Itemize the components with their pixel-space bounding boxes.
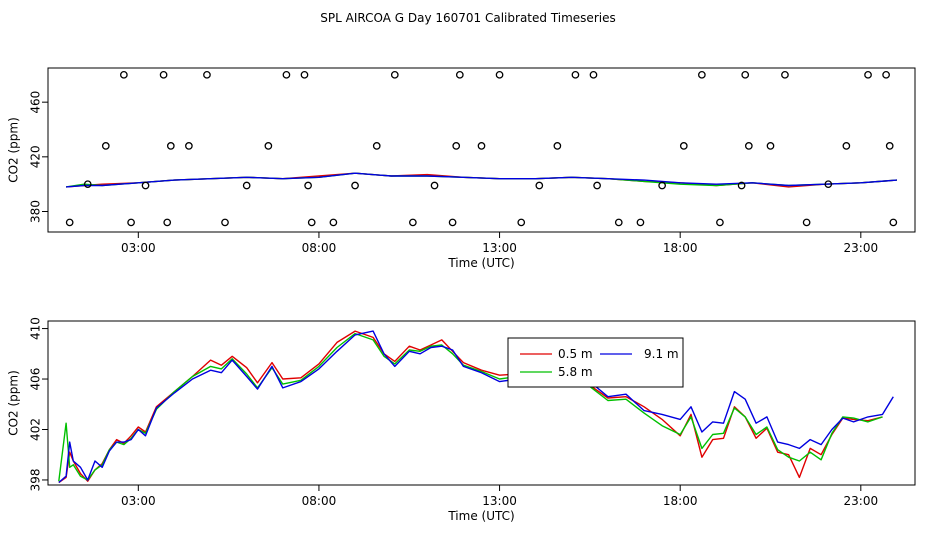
marker-point: [83, 180, 92, 189]
marker-point: [741, 70, 750, 79]
marker-point: [716, 218, 724, 227]
marker-point: [452, 142, 461, 150]
x-tick-label: 13:00: [482, 241, 517, 255]
marker-point: [517, 218, 526, 227]
legend-label-9-1m: 9.1 m: [644, 347, 679, 361]
legend-box: [507, 337, 684, 388]
top-panel: 03:00 08:00 13:00 18:00 23:00 Time (UTC) 380 42…: [7, 67, 916, 270]
marker-point: [372, 142, 381, 150]
marker-point: [571, 70, 580, 79]
marker-point: [614, 218, 623, 227]
y-tick-label: 402: [29, 418, 43, 441]
marker-point: [824, 180, 833, 189]
y-tick-label: 420: [29, 145, 43, 168]
y-tick-label: 398: [29, 469, 43, 492]
y-tick-label: 406: [29, 368, 43, 391]
marker-point: [101, 142, 110, 150]
marker-point: [127, 218, 135, 227]
marker-point: [141, 181, 150, 190]
marker-point: [304, 181, 312, 190]
marker-point: [448, 218, 457, 227]
marker-point: [203, 70, 211, 79]
marker-point: [477, 142, 486, 150]
x-tick-label: 23:00: [844, 241, 879, 255]
marker-point: [159, 70, 168, 79]
plot-frame: [47, 67, 916, 233]
bottom-panel: 03:00 08:00 13:00 18:00 23:00 Time (UTC) 398 40…: [7, 317, 916, 523]
series-line-0-5-m: [58, 330, 883, 484]
plot-frame: [47, 320, 916, 486]
marker-point: [864, 70, 872, 79]
x-tick-label: 18:00: [663, 241, 698, 255]
marker-point: [553, 142, 562, 150]
x-tick-label: 08:00: [302, 241, 337, 255]
legend: 0.5 m 5.8 m 9.1 m: [507, 337, 684, 388]
x-tick-label: 08:00: [302, 494, 337, 508]
y-axis-label: CO2 (ppm): [7, 117, 21, 183]
marker-point: [766, 142, 775, 150]
chart-title: SPL AIRCOA G Day 160701 Calibrated Times…: [320, 11, 615, 25]
marker-point: [535, 181, 544, 190]
marker-point: [737, 181, 746, 190]
marker-point: [430, 181, 439, 190]
legend-label-0-5m: 0.5 m: [558, 347, 593, 361]
series-line-2: [66, 172, 897, 188]
marker-point: [882, 70, 890, 79]
marker-point: [455, 70, 464, 79]
marker-point: [885, 142, 894, 150]
marker-point: [495, 70, 504, 79]
x-axis-label: Time (UTC): [447, 509, 514, 523]
x-tick-label: 18:00: [663, 494, 698, 508]
x-tick-label: 03:00: [121, 494, 156, 508]
marker-point: [185, 142, 193, 150]
x-axis-label: Time (UTC): [447, 256, 514, 270]
marker-point: [120, 70, 128, 79]
marker-point: [166, 142, 175, 150]
marker-point: [65, 218, 74, 227]
marker-point: [744, 142, 753, 150]
y-tick-label: 410: [29, 317, 43, 340]
marker-point: [282, 70, 291, 79]
y-tick-label: 460: [29, 91, 43, 114]
legend-label-5-8m: 5.8 m: [558, 365, 593, 379]
marker-point: [242, 181, 251, 190]
marker-point: [842, 142, 851, 150]
marker-point: [264, 142, 273, 150]
marker-point: [329, 218, 338, 227]
marker-point: [163, 218, 172, 227]
marker-point: [300, 70, 309, 79]
marker-point: [221, 218, 229, 227]
x-tick-label: 13:00: [482, 494, 517, 508]
y-axis-label: CO2 (ppm): [7, 370, 21, 436]
marker-point: [802, 218, 811, 227]
marker-point: [593, 181, 601, 190]
marker-point: [409, 218, 417, 227]
marker-point: [698, 70, 706, 79]
marker-point: [781, 70, 789, 79]
series-line-5-8-m: [58, 332, 883, 482]
marker-point: [636, 218, 645, 227]
marker-point: [351, 181, 359, 190]
x-tick-label: 23:00: [844, 494, 879, 508]
y-tick-label: 380: [29, 200, 43, 223]
x-tick-label: 03:00: [121, 241, 156, 255]
series-line-9-1-m: [58, 330, 894, 484]
marker-point: [679, 142, 688, 150]
marker-point: [589, 70, 598, 79]
marker-point: [889, 218, 898, 227]
marker-point: [307, 218, 316, 227]
marker-point: [658, 181, 666, 190]
marker-point: [390, 70, 399, 79]
